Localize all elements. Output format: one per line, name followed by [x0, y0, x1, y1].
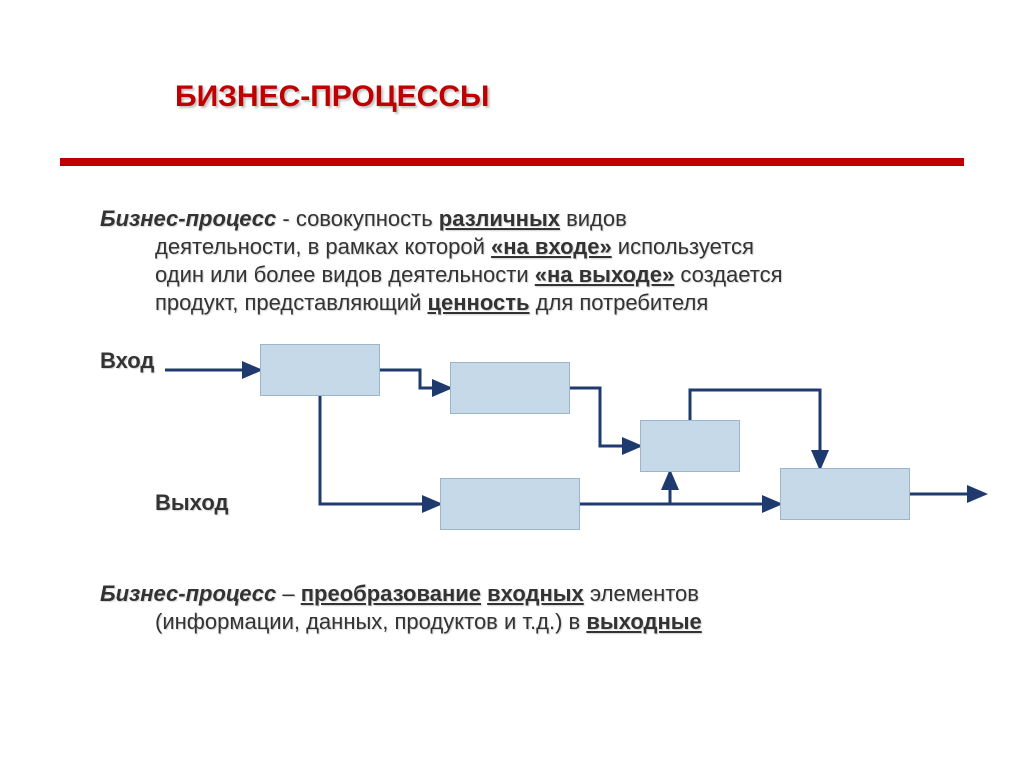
- flow-box-2: [450, 362, 570, 414]
- flow-box-1: [260, 344, 380, 396]
- flow-box-4: [440, 478, 580, 530]
- definition-2: Бизнес-процесс – преобразование входных …: [100, 580, 930, 636]
- arrow-1-4-down: [320, 396, 440, 504]
- flow-box-5: [780, 468, 910, 520]
- flow-box-3: [640, 420, 740, 472]
- arrow-1-2: [380, 370, 450, 388]
- term-2: Бизнес-процесс: [100, 581, 276, 606]
- slide: БИЗНЕС-ПРОЦЕССЫ Бизнес-процесс - совокуп…: [0, 0, 1024, 767]
- arrow-2-3: [570, 388, 640, 446]
- arrow-4-3-up: [580, 472, 670, 504]
